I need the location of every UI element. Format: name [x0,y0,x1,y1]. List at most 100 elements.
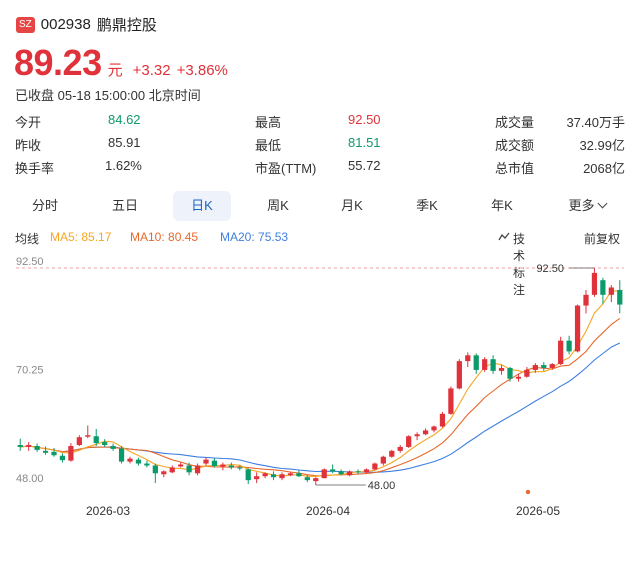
candle-body [254,476,260,480]
ma20-value: MA20: 75.53 [220,230,289,244]
tab-five-day[interactable]: 五日 [111,198,138,213]
candle-body [507,367,513,379]
candle-body [482,359,488,370]
event-marker-dot [525,489,531,495]
market-status: 已收盘 05-18 15:00:00 北京时间 [15,88,201,103]
candle-body [363,469,370,473]
candle-body [372,463,378,470]
candle-body [541,365,547,368]
candle-body [617,289,623,305]
tab-intraday[interactable]: 分时 [31,198,58,213]
candle-body [51,451,57,456]
x-tick-label: 2026-03 [86,504,130,518]
candle-body [135,459,142,464]
stock-header: SZ 002938 鹏鼎控股 [16,14,157,35]
candle-body [389,450,395,457]
stock-name: 鹏鼎控股 [96,16,157,34]
candle-body [321,469,327,479]
ma20-line [20,342,621,473]
candle-body [330,469,336,472]
x-tick-label: 2026-04 [306,504,350,518]
tab-quarterly-k[interactable]: 季K [416,198,438,213]
high-annotation-label: 92.50 [536,263,564,275]
candle-body [220,464,226,467]
candle-body [431,426,437,431]
candle-body [93,436,99,444]
candle-body [203,459,209,464]
candle-body [574,305,581,352]
technical-annotation-label: 技术标注 [513,232,526,297]
candle-body [600,280,606,295]
candle-body [490,359,496,371]
tab-daily-k[interactable]: 日K [173,191,231,221]
stat-label-low: 最低 [255,138,282,153]
candle-body [473,355,479,370]
candle-body [169,467,175,473]
candle-body [161,471,167,475]
tab-yearly-k[interactable]: 年K [491,198,513,213]
x-tick-label: 2026-05 [516,504,560,518]
candle-body [287,473,294,476]
candle-body [270,474,277,478]
candle-body [498,367,505,371]
candle-body [397,446,403,451]
candle-body [524,369,530,377]
low-annotation-label: 48.00 [368,480,396,492]
candle-body [127,458,133,462]
stat-label-turnover-rate: 换手率 [15,161,55,176]
stats-grid: 今开 84.62 最高 92.50 成交量 37.40万手 昨收 85.91 最… [15,112,625,181]
candle-body [549,364,555,368]
candle-body [144,463,150,466]
candle-body [558,340,564,365]
stat-label-high: 最高 [255,115,282,130]
stat-value-turnover-rate: 1.62% [105,158,142,173]
candle-body [76,437,82,446]
candle-body [186,465,192,473]
candle-body [346,471,353,476]
candle-body [237,467,243,469]
candle-body [304,477,310,481]
candle-body [118,448,125,462]
y-tick-label: 92.50 [16,256,44,268]
candle-body [380,456,386,464]
adjust-mode-button[interactable]: 前复权 [584,232,621,246]
candle-body [178,464,184,467]
candle-body [262,473,268,477]
candle-body [42,450,49,453]
market-badge: SZ [16,16,35,33]
candle-body [34,445,40,450]
technical-annotation-toggle[interactable]: 技术标注 [498,230,525,297]
y-tick-label: 48.00 [16,473,44,485]
candle-body [228,465,234,468]
candle-body [17,445,23,447]
stat-value-high: 92.50 [348,112,381,127]
candle-body [355,471,361,473]
ma5-line [20,290,620,477]
candle-body [465,355,471,362]
candle-body [152,465,158,474]
stats-row: 换手率 1.62% 市盈(TTM) 55.72 总市值 2068亿 [15,158,625,181]
candle-body [515,376,522,379]
stat-value-volume: 37.40万手 [566,115,625,130]
stat-label-pe: 市盈(TTM) [255,161,317,176]
stat-label-prev-close: 昨收 [15,138,42,153]
tab-monthly-k[interactable]: 月K [341,198,363,213]
ma5-value: MA5: 85.17 [50,230,112,244]
candle-body [85,435,91,437]
candle-body [68,445,74,461]
stock-code: 002938 [40,16,91,33]
price-unit: 元 [107,62,123,79]
candle-body [194,465,201,474]
candle-body [583,294,589,306]
price-change: +3.32 [132,62,171,79]
tab-weekly-k[interactable]: 周K [267,198,289,213]
candle-body [414,434,420,437]
candle-body [532,365,538,370]
tab-more[interactable]: 更多 [554,191,620,221]
stat-value-pe: 55.72 [348,158,381,173]
stat-label-open: 今开 [15,115,42,130]
candle-body [448,388,454,414]
stat-value-open: 84.62 [108,112,141,127]
